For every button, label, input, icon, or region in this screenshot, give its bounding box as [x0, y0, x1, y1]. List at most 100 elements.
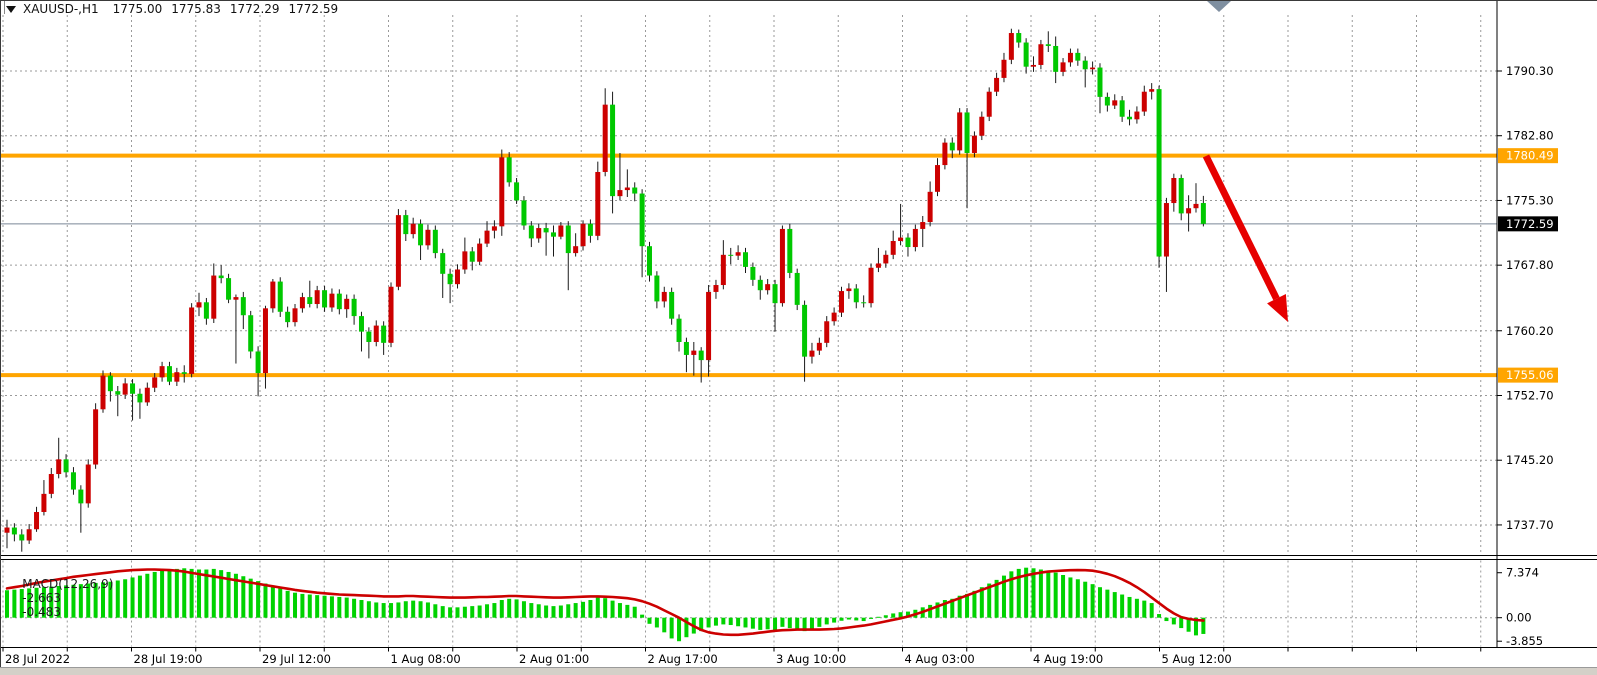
candle-body [661, 291, 667, 302]
candle-body [1193, 203, 1199, 209]
candle-body [358, 316, 364, 332]
macd-histogram-bar [352, 598, 357, 618]
macd-histogram-bar [300, 593, 305, 618]
macd-histogram-bar [883, 615, 888, 618]
macd-signal-line [5, 568, 1205, 637]
candle-body [299, 297, 305, 309]
candle-body [610, 104, 616, 197]
candle-body [34, 511, 40, 530]
macd-histogram-bar [787, 617, 792, 629]
candle-body [839, 291, 845, 313]
candle-body [100, 375, 106, 410]
candle-body [802, 304, 808, 357]
macd-axis-label: 0.00 [1506, 611, 1532, 625]
price-axis-label: 1737.70 [1506, 518, 1554, 532]
macd-histogram-bar [285, 590, 290, 618]
macd-histogram-bar [514, 599, 519, 618]
candle-body [698, 350, 704, 361]
macd-histogram-bar [448, 607, 453, 618]
macd-histogram-bar [1001, 575, 1006, 618]
price-badge-value: 1772.59 [1506, 217, 1554, 231]
macd-histogram-bar [1164, 617, 1169, 622]
macd-histogram-bar [278, 588, 283, 618]
macd-histogram-bar [197, 569, 202, 618]
macd-histogram-bar [521, 601, 526, 618]
trend-arrow-head[interactable] [1267, 294, 1288, 322]
candle-body [624, 187, 630, 191]
candle-body [676, 318, 682, 342]
macd-histogram-bar [389, 603, 394, 618]
candle-body [63, 459, 69, 473]
candle-body [1186, 208, 1192, 214]
macd-histogram-bar [950, 598, 955, 618]
candle-body [905, 237, 911, 248]
macd-histogram-bar [987, 583, 992, 618]
macd-histogram-bar [1134, 598, 1139, 618]
trend-arrow-shaft[interactable] [1202, 154, 1280, 301]
collapse-triangle-icon[interactable] [6, 5, 16, 13]
candle-body [787, 228, 793, 273]
price-badge [1498, 148, 1558, 164]
macd-histogram-bar [204, 569, 209, 618]
candle-body [772, 284, 778, 304]
candle-body [794, 272, 800, 305]
candle-body [329, 293, 335, 308]
macd-histogram-bar [507, 598, 512, 618]
candle-body [454, 269, 460, 285]
candle-body [48, 474, 54, 494]
macd-histogram-bar [713, 617, 718, 626]
macd-histogram-bar [647, 617, 652, 624]
candle-body [403, 215, 409, 235]
macd-name: MACD(12,26,9) [22, 577, 114, 591]
macd-histogram-bar [684, 617, 689, 638]
macd-histogram-bar [403, 601, 408, 618]
macd-histogram-bar [248, 578, 253, 618]
candle-body [226, 278, 232, 300]
candle-body [1127, 116, 1133, 120]
macd-histogram-bar [425, 602, 430, 618]
macd-histogram-bar [182, 568, 187, 618]
macd-histogram-bar [625, 604, 630, 618]
candle-body [255, 351, 261, 374]
candle-body [580, 223, 586, 247]
candle-body [964, 112, 970, 153]
candle-body [351, 298, 357, 317]
price-axis-label: 1752.70 [1506, 388, 1554, 402]
macd-histogram-bar [5, 590, 9, 618]
candle-body [1082, 60, 1088, 70]
macd-histogram-bar [219, 570, 224, 618]
candle-body [418, 223, 424, 246]
candle-body [240, 297, 246, 316]
macd-histogram-bar [942, 600, 947, 618]
candle-body [1045, 44, 1051, 46]
candle-body [1060, 62, 1066, 72]
macd-histogram-bar [1193, 617, 1198, 636]
macd-histogram-bar [669, 617, 674, 639]
bottom-strip [0, 668, 1597, 675]
macd-histogram-bar [551, 606, 556, 618]
macd-histogram-bar [536, 604, 541, 618]
candle-body [1053, 45, 1059, 72]
candle-body [1141, 91, 1147, 112]
macd-main-value: -2.663 [22, 591, 61, 605]
macd-histogram-bar [706, 617, 711, 628]
candle-body [211, 275, 217, 319]
macd-histogram-bar [329, 596, 334, 618]
candle-body [846, 288, 852, 292]
price-badge-value: 1755.06 [1506, 368, 1554, 382]
candle-body [491, 226, 497, 231]
macd-histogram-bar [573, 603, 578, 618]
candle-body [558, 225, 564, 237]
macd-histogram-bar [27, 588, 32, 618]
candle-body [587, 223, 593, 236]
macd-histogram-bar [617, 603, 622, 618]
macd-histogram-bar [374, 602, 379, 618]
autoscroll-marker-icon[interactable] [1207, 1, 1231, 12]
candle-body [565, 225, 571, 254]
candle-body [469, 251, 475, 262]
price-badge [1498, 216, 1558, 232]
candle-body [1119, 100, 1125, 117]
macd-histogram-bar [226, 571, 231, 618]
